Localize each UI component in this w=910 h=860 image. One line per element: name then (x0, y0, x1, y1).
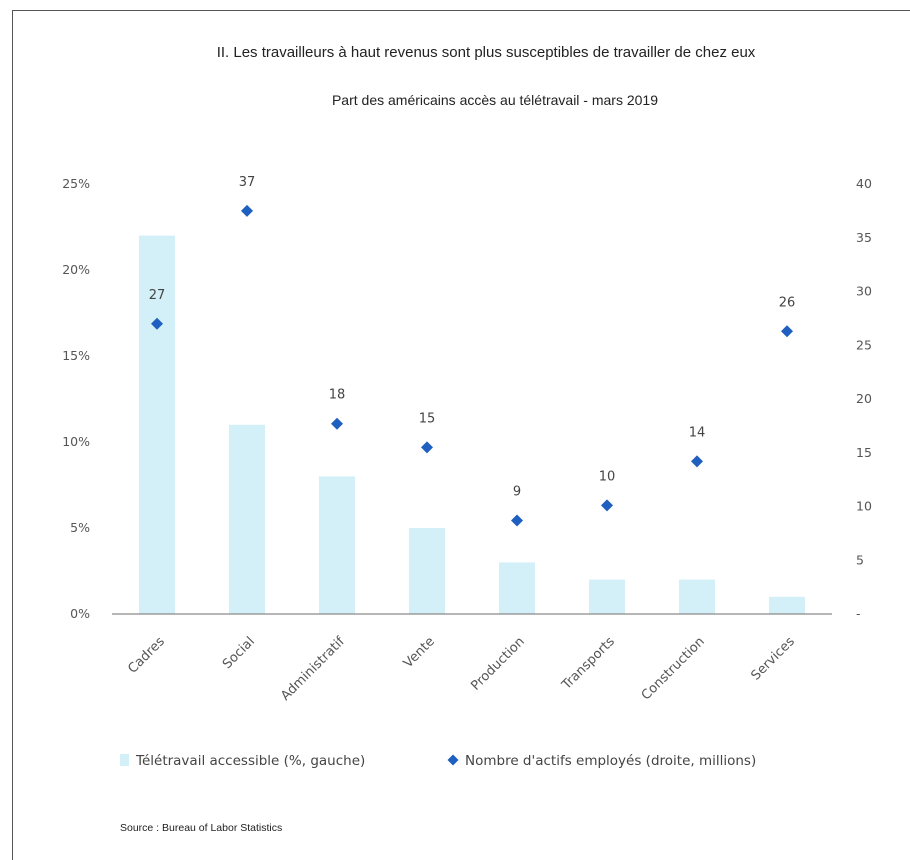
left-tick-label: 0% (70, 606, 90, 621)
left-tick-label: 25% (62, 176, 90, 191)
right-tick-label: 15 (856, 445, 872, 460)
bar (319, 476, 355, 614)
data-point (691, 455, 703, 468)
right-tick-label: 20 (856, 391, 872, 406)
right-tick-label: 25 (856, 337, 872, 352)
bar (499, 562, 535, 614)
data-label: 14 (689, 425, 706, 440)
category-label: Production (468, 634, 528, 694)
chart-title: II. Les travailleurs à haut revenus sont… (217, 44, 756, 61)
data-point (511, 514, 523, 527)
category-label: Cadres (125, 634, 168, 677)
left-tick-label: 5% (70, 520, 90, 535)
data-label: 26 (779, 295, 796, 310)
data-label: 15 (419, 411, 436, 426)
legend-diamond-swatch (447, 754, 459, 766)
data-point (241, 204, 253, 217)
category-label: Services (748, 634, 798, 684)
data-label: 27 (149, 288, 166, 303)
right-tick-label: - (856, 606, 861, 621)
bar (229, 424, 265, 614)
data-point (781, 325, 793, 338)
left-tick-label: 20% (62, 262, 90, 277)
right-tick-label: 35 (856, 230, 872, 245)
left-tick-label: 15% (62, 348, 90, 363)
bar (139, 235, 175, 614)
source-note: Source : Bureau of Labor Statistics (120, 822, 282, 834)
data-point (421, 441, 433, 454)
scatter-series: 27 37 18 15 9 10 14 26 (149, 175, 796, 527)
bar (769, 596, 805, 614)
left-tick-label: 10% (62, 434, 90, 449)
data-point (331, 417, 343, 430)
legend-scatter-label: Nombre d'actifs employés (droite, millio… (465, 753, 756, 769)
x-axis: Cadres Social Administratif Vente Production… (125, 634, 798, 704)
data-label: 9 (513, 484, 521, 499)
data-point (601, 499, 613, 512)
right-axis: - 5 10 15 20 25 30 35 40 (856, 176, 872, 621)
category-label: Transports (559, 634, 618, 693)
data-label: 37 (239, 175, 256, 190)
category-label: Vente (401, 634, 438, 671)
data-point (151, 317, 163, 330)
bar (679, 579, 715, 614)
legend-bar-swatch (120, 754, 129, 766)
chart-frame (12, 10, 910, 860)
data-label: 18 (329, 388, 346, 403)
category-label: Social (220, 634, 258, 672)
chart-subtitle: Part des américains accès au télétravail… (332, 92, 658, 108)
data-label: 10 (599, 469, 616, 484)
legend-bar-label: Télétravail accessible (%, gauche) (135, 753, 365, 769)
left-axis: 0% 5% 10% 15% 20% 25% (62, 176, 90, 621)
right-tick-label: 30 (856, 284, 872, 299)
category-label: Construction (639, 634, 708, 703)
bar-series (139, 235, 805, 614)
right-tick-label: 5 (856, 552, 864, 567)
category-label: Administratif (278, 634, 348, 704)
bar (589, 579, 625, 614)
right-tick-label: 40 (856, 176, 872, 191)
right-tick-label: 10 (856, 499, 872, 514)
bar (409, 528, 445, 614)
legend: Télétravail accessible (%, gauche) Nombr… (120, 753, 756, 769)
